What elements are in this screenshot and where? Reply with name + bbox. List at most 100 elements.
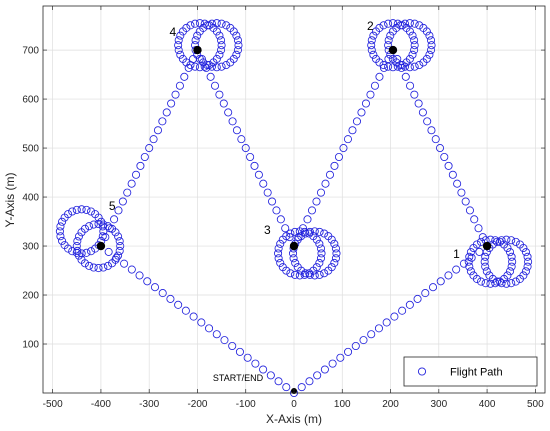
flight-path-point [104, 247, 113, 256]
flight-path-point [465, 252, 474, 261]
flight-path-point [524, 257, 533, 266]
flight-path-point [73, 237, 82, 246]
flight-path-point [182, 58, 191, 67]
flight-path-point [85, 222, 94, 231]
flight-path-point [405, 54, 414, 63]
flight-path-point [89, 220, 98, 229]
flight-path-point [197, 54, 206, 64]
flight-path-point [181, 306, 190, 315]
flight-path-point [369, 50, 378, 59]
flight-path-point [215, 31, 224, 40]
flight-path-point [507, 236, 516, 245]
flight-path-point [410, 90, 419, 99]
flight-path-point [176, 31, 185, 40]
flight-path-point [220, 336, 229, 345]
x-tick-label: -400 [91, 399, 111, 410]
legend-marker-icon [417, 367, 427, 376]
flight-path-point [186, 21, 195, 30]
flight-path-point [366, 90, 375, 99]
flight-path-point [423, 117, 432, 126]
flight-path-point [77, 228, 86, 237]
flight-path-point [94, 219, 103, 229]
flight-path-point [367, 46, 376, 55]
flight-path-point [457, 188, 466, 197]
flight-path-point [91, 210, 100, 219]
flight-path-point [382, 318, 391, 327]
flight-path-point [115, 246, 124, 255]
flight-path-point [436, 277, 445, 286]
flight-path-point [427, 126, 436, 135]
flight-path-point [289, 254, 298, 263]
flight-path-point [310, 227, 319, 236]
flight-path-point [143, 277, 152, 286]
flight-path-point [99, 220, 108, 229]
flight-path-point [215, 50, 224, 59]
flight-path-point [171, 90, 180, 99]
flight-path-point [325, 170, 335, 179]
flight-path-point [55, 227, 64, 236]
flight-path-point [464, 257, 473, 266]
flight-path-point [425, 50, 434, 59]
flight-path-point [469, 243, 478, 252]
flight-path-point [305, 227, 314, 236]
flight-path-point [515, 240, 524, 249]
flight-path-point [497, 236, 506, 245]
flight-path-point [317, 249, 326, 258]
flight-path-point [268, 197, 277, 206]
flight-path-point [82, 248, 91, 257]
flight-path-point [419, 23, 428, 32]
flight-path-point [228, 341, 237, 350]
flight-path-point [453, 179, 462, 188]
flight-path-point [259, 179, 268, 188]
flight-path-point [401, 72, 410, 81]
flight-path-point [316, 188, 326, 197]
flight-path-point [136, 161, 145, 170]
axis-ticks: -500 -400 -300 -200 -100 0 100 200 300 400 500 100 2… [22, 6, 545, 410]
flight-path-point [174, 41, 183, 50]
flight-path-point [481, 262, 490, 271]
flight-path-point [68, 247, 77, 256]
flight-path-point [315, 258, 324, 267]
flight-path-point [203, 21, 212, 30]
flight-path-point [370, 81, 379, 90]
flight-path-point [205, 324, 214, 333]
x-axis-label: X-Axis (m) [266, 412, 322, 426]
flight-path-point [502, 235, 511, 244]
flight-path-point [369, 31, 378, 40]
y-tick-label: 300 [22, 242, 39, 253]
flight-path-point [174, 46, 183, 55]
flight-path-point [114, 232, 123, 241]
flight-path-point [56, 222, 65, 231]
flight-path-point [410, 62, 419, 71]
flight-path-point [410, 46, 419, 55]
flight-path-point [191, 19, 200, 28]
flight-path-point [120, 259, 129, 268]
flight-path-point [158, 289, 167, 298]
flight-path-point [415, 21, 424, 30]
flight-path-point [375, 58, 384, 67]
flight-path-point [116, 242, 125, 251]
flight-path-point [274, 244, 283, 253]
flight-path-point [502, 279, 511, 288]
y-tick-label: 600 [22, 95, 39, 106]
flight-path-point [286, 269, 295, 278]
legend-box [403, 356, 538, 387]
flight-path-point [191, 62, 200, 71]
flight-path-point [250, 161, 259, 170]
flight-path-point [226, 23, 235, 32]
x-tick-label: -100 [236, 399, 256, 410]
waypoint-5 [96, 241, 106, 251]
flight-path-point [167, 99, 176, 108]
flight-path-point [232, 126, 241, 135]
x-tick-label: 400 [479, 399, 496, 410]
flight-path-point [60, 213, 69, 222]
flight-path-point [140, 152, 149, 161]
flight-path-point [444, 161, 453, 170]
flight-path-point [331, 254, 340, 263]
flight-path-point [145, 144, 154, 153]
flight-path-point [334, 152, 344, 161]
flight-path-point [233, 36, 242, 45]
flight-path-point [506, 267, 515, 276]
flight-path-point [97, 217, 106, 226]
